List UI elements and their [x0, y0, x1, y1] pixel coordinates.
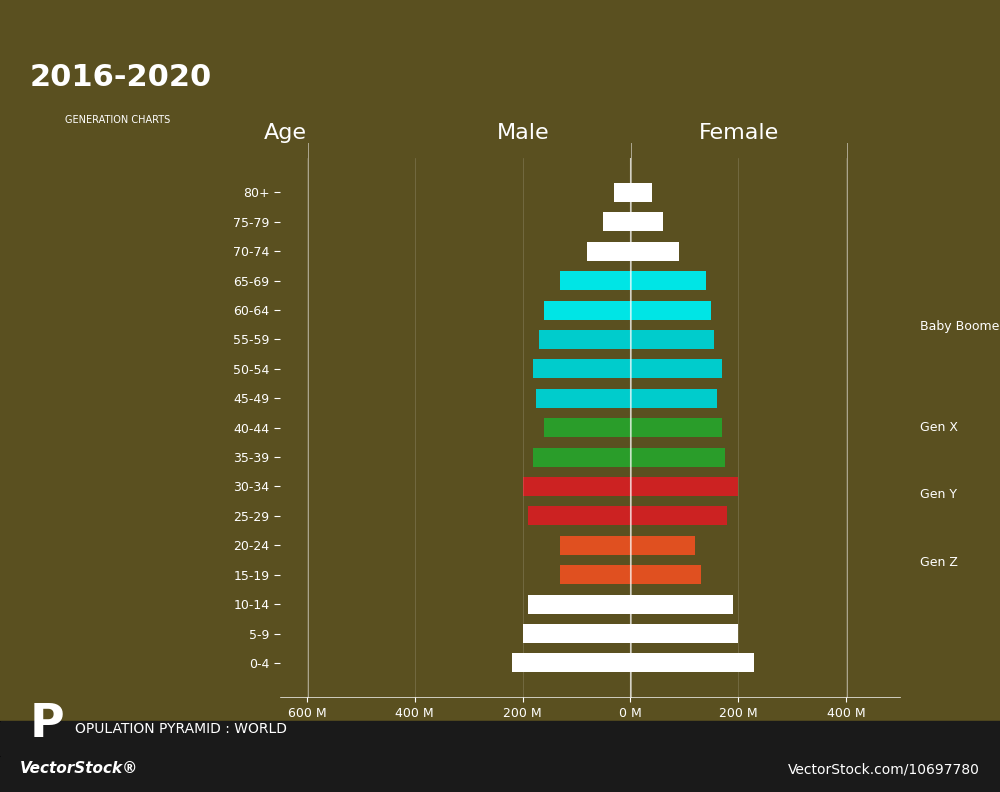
Bar [523, 624, 630, 643]
Bar [544, 300, 630, 320]
Bar [630, 330, 714, 349]
Bar [630, 418, 722, 437]
Bar [630, 477, 738, 496]
Bar [0, 721, 1000, 792]
Bar [630, 183, 652, 202]
Text: Gen Y: Gen Y [920, 489, 957, 501]
Bar [528, 595, 630, 614]
Bar [587, 242, 630, 261]
Bar [630, 595, 733, 614]
Bar [603, 212, 630, 231]
Bar [544, 418, 630, 437]
Text: Gen Z: Gen Z [920, 556, 958, 569]
Bar [614, 183, 630, 202]
Bar [630, 212, 663, 231]
Bar [630, 300, 711, 320]
Text: GENERATION CHARTS: GENERATION CHARTS [65, 115, 170, 125]
Text: Gen X: Gen X [920, 421, 958, 434]
Text: Baby Boomer: Baby Boomer [920, 320, 1000, 333]
Bar [523, 477, 630, 496]
Bar [630, 447, 725, 466]
Text: Age: Age [264, 123, 306, 143]
Bar [533, 360, 630, 379]
Bar [630, 653, 754, 672]
Bar [560, 271, 630, 290]
Bar [560, 565, 630, 584]
Bar [536, 389, 630, 408]
Bar [630, 389, 717, 408]
Bar [630, 624, 738, 643]
Text: VectorStock®: VectorStock® [20, 761, 138, 776]
Bar [630, 271, 706, 290]
Bar [560, 535, 630, 555]
Bar [539, 330, 630, 349]
Text: OPULATION PYRAMID : WORLD: OPULATION PYRAMID : WORLD [75, 722, 287, 736]
Bar [630, 360, 722, 379]
Text: 2016-2020: 2016-2020 [30, 63, 212, 93]
Bar [528, 506, 630, 525]
Text: VectorStock.com/10697780: VectorStock.com/10697780 [788, 762, 980, 776]
Bar [630, 565, 701, 584]
Bar [630, 535, 695, 555]
Text: P: P [30, 703, 65, 747]
Bar [630, 242, 679, 261]
Bar [512, 653, 630, 672]
Text: Female: Female [699, 123, 779, 143]
Bar [533, 447, 630, 466]
Text: Male: Male [497, 123, 549, 143]
Bar [630, 506, 727, 525]
